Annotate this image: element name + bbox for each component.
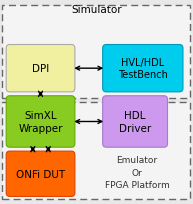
Text: HDL
Driver: HDL Driver (119, 111, 151, 133)
Text: Simulator: Simulator (71, 5, 122, 15)
FancyBboxPatch shape (6, 96, 75, 147)
FancyBboxPatch shape (2, 102, 190, 199)
FancyBboxPatch shape (6, 151, 75, 196)
FancyBboxPatch shape (2, 6, 190, 99)
Text: HVL/HDL
TestBench: HVL/HDL TestBench (118, 58, 168, 80)
Text: Emulator
Or
FPGA Platform: Emulator Or FPGA Platform (105, 155, 169, 189)
FancyBboxPatch shape (103, 96, 168, 147)
FancyBboxPatch shape (103, 45, 183, 92)
Text: DPI: DPI (32, 64, 49, 74)
Text: ONFi DUT: ONFi DUT (16, 169, 65, 179)
Text: SimXL
Wrapper: SimXL Wrapper (18, 111, 63, 133)
FancyBboxPatch shape (6, 45, 75, 92)
